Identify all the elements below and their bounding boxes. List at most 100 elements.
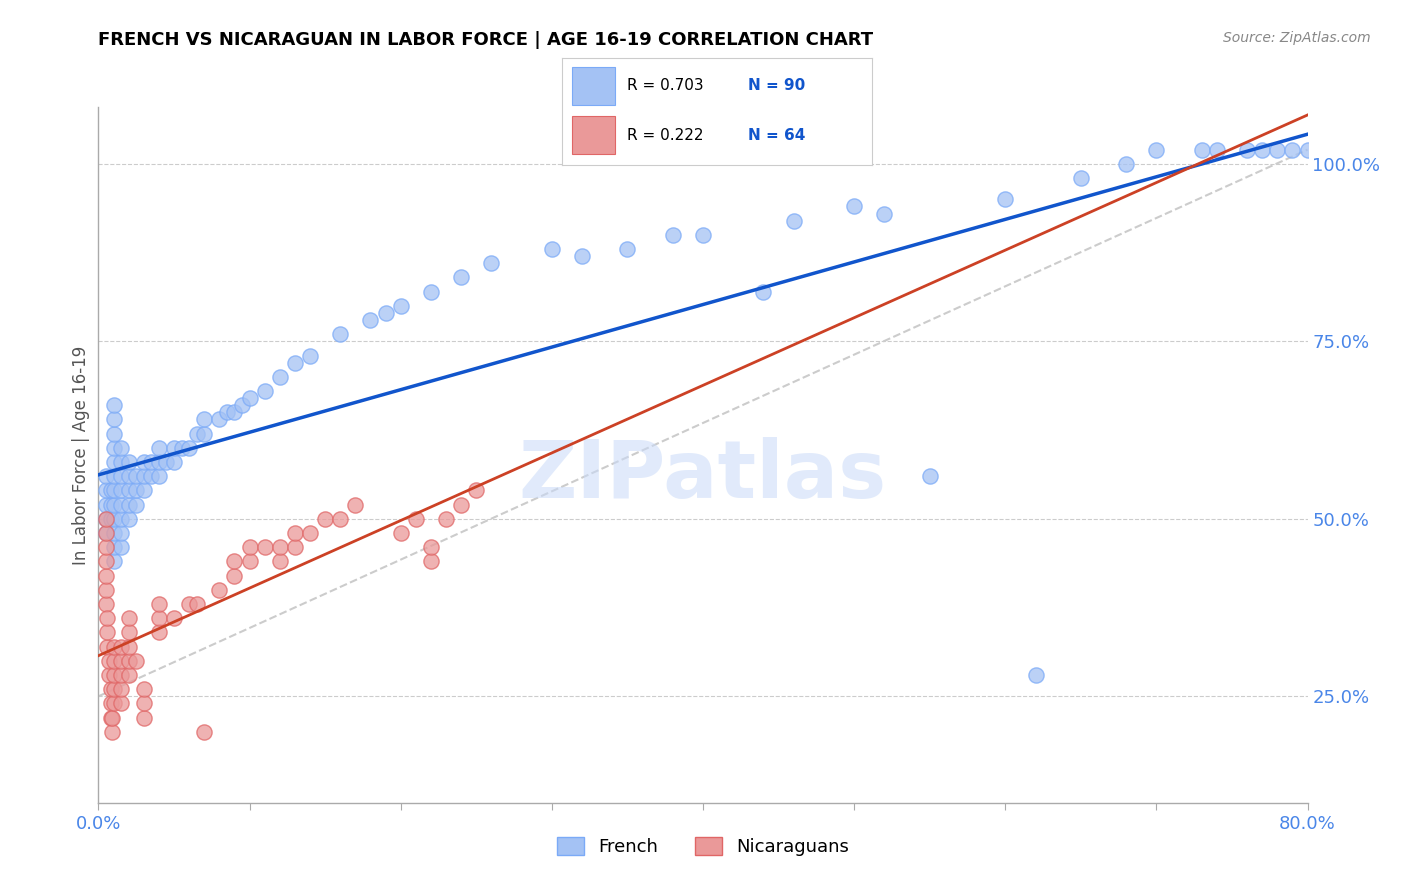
Text: R = 0.222: R = 0.222 — [627, 128, 704, 143]
Point — [616, 242, 638, 256]
Point — [110, 455, 132, 469]
Point — [873, 206, 896, 220]
Point — [1191, 143, 1213, 157]
Point — [231, 398, 253, 412]
Point — [405, 512, 427, 526]
Point — [1115, 157, 1137, 171]
Point — [329, 512, 352, 526]
Point — [170, 441, 193, 455]
Point — [125, 469, 148, 483]
Point — [662, 227, 685, 242]
Point — [103, 426, 125, 441]
Point — [118, 512, 141, 526]
Point — [103, 654, 125, 668]
Point — [360, 313, 382, 327]
Point — [215, 405, 238, 419]
Point — [96, 611, 118, 625]
Point — [783, 213, 806, 227]
Point — [269, 540, 291, 554]
Point — [269, 554, 291, 568]
Point — [110, 512, 132, 526]
Point — [103, 682, 125, 697]
Point — [179, 441, 201, 455]
Point — [98, 668, 121, 682]
Point — [208, 412, 231, 426]
Point — [125, 654, 148, 668]
Point — [148, 469, 170, 483]
Point — [110, 540, 132, 554]
Point — [434, 512, 457, 526]
Point — [163, 441, 186, 455]
Point — [481, 256, 503, 270]
Point — [844, 199, 866, 213]
Point — [101, 710, 124, 724]
Point — [125, 483, 148, 498]
Point — [1206, 143, 1229, 157]
Point — [253, 384, 276, 398]
Point — [103, 455, 125, 469]
Point — [1296, 143, 1319, 157]
Point — [118, 654, 141, 668]
Point — [1024, 668, 1046, 682]
Point — [118, 625, 141, 640]
Point — [389, 526, 412, 541]
Bar — [572, 67, 614, 105]
Point — [329, 327, 352, 342]
Point — [1070, 171, 1092, 186]
Legend: French, Nicaraguans: French, Nicaraguans — [550, 830, 856, 863]
Point — [110, 668, 132, 682]
Text: N = 64: N = 64 — [748, 128, 806, 143]
Point — [420, 540, 443, 554]
Point — [420, 285, 443, 299]
Point — [148, 455, 170, 469]
Point — [103, 512, 125, 526]
Point — [100, 512, 122, 526]
Point — [186, 426, 208, 441]
Point — [132, 710, 155, 724]
Point — [163, 455, 186, 469]
Point — [110, 526, 132, 541]
Point — [110, 469, 132, 483]
Point — [96, 625, 118, 640]
Point — [420, 554, 443, 568]
Point — [141, 469, 163, 483]
Text: ZIPatlas: ZIPatlas — [519, 437, 887, 515]
Point — [253, 540, 276, 554]
Point — [94, 526, 117, 541]
Point — [239, 540, 262, 554]
Point — [103, 697, 125, 711]
Point — [94, 512, 117, 526]
Point — [155, 455, 177, 469]
Point — [94, 469, 117, 483]
Point — [1251, 143, 1274, 157]
Point — [208, 582, 231, 597]
Point — [94, 582, 117, 597]
Point — [110, 682, 132, 697]
Point — [1267, 143, 1289, 157]
Text: R = 0.703: R = 0.703 — [627, 78, 704, 94]
Point — [100, 483, 122, 498]
Point — [132, 697, 155, 711]
Point — [100, 710, 122, 724]
Point — [118, 668, 141, 682]
Point — [110, 483, 132, 498]
Point — [540, 242, 562, 256]
Point — [148, 597, 170, 611]
Point — [100, 682, 122, 697]
Point — [193, 412, 215, 426]
Point — [132, 455, 155, 469]
Point — [1144, 143, 1167, 157]
Point — [110, 498, 132, 512]
Point — [94, 498, 117, 512]
Point — [94, 554, 117, 568]
Point — [94, 597, 117, 611]
Point — [118, 640, 141, 654]
Point — [103, 498, 125, 512]
Point — [118, 498, 141, 512]
Point — [141, 455, 163, 469]
Point — [103, 469, 125, 483]
Point — [132, 682, 155, 697]
Point — [103, 398, 125, 412]
Point — [110, 697, 132, 711]
Point — [163, 611, 186, 625]
